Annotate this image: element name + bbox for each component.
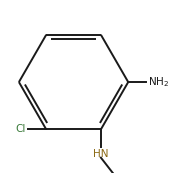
- Text: NH$_2$: NH$_2$: [148, 75, 169, 89]
- Text: Cl: Cl: [16, 124, 26, 134]
- Text: HN: HN: [93, 149, 109, 159]
